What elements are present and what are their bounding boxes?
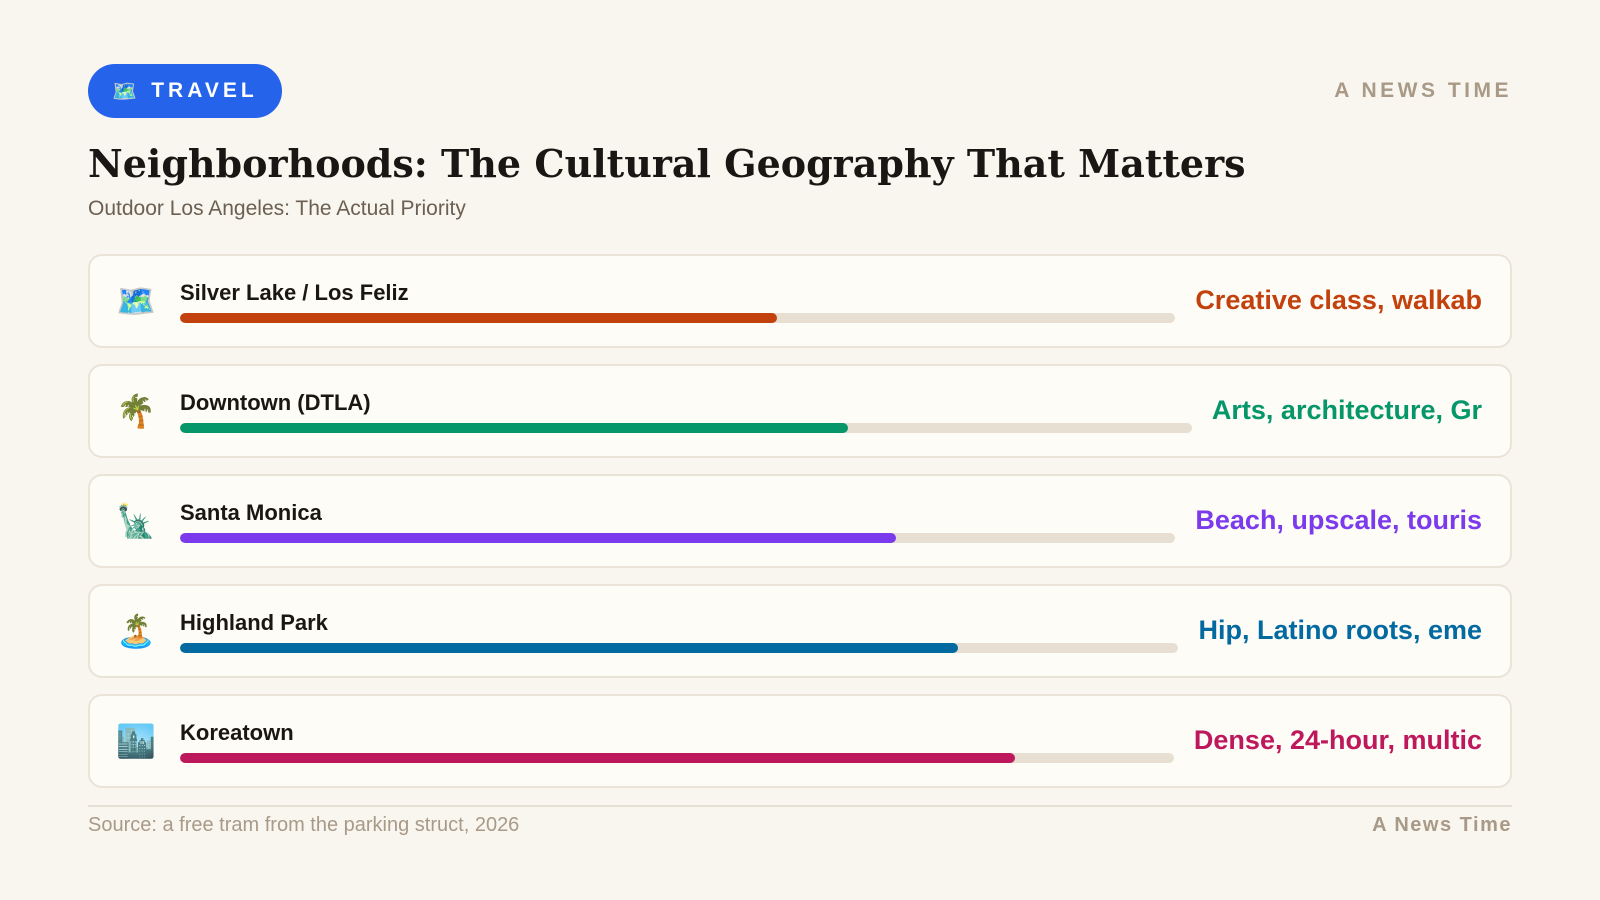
category-label: Downtown (DTLA) <box>180 390 371 415</box>
bar-description: Beach, upscale, touris <box>1195 505 1482 535</box>
category-label: Koreatown <box>180 720 294 745</box>
cityscape-icon: 🏙️ <box>116 722 156 760</box>
bar-fill <box>180 533 897 543</box>
statue-of-liberty-icon: 🗽 <box>116 502 156 540</box>
chart-row: 🌴 Downtown (DTLA) Arts, architecture, Gr <box>88 364 1512 458</box>
island-icon: 🏝️ <box>116 612 156 650</box>
chart-row: 🗺️ Silver Lake / Los Feliz Creative class,… <box>88 254 1512 348</box>
page-subtitle: Outdoor Los Angeles: The Actual Priority <box>88 197 466 220</box>
source-note: Source: a free tram from the parking str… <box>88 814 520 836</box>
chart-row: 🗽 Santa Monica Beach, upscale, touris <box>88 474 1512 568</box>
bar-fill <box>180 643 959 653</box>
bar-track <box>180 423 1192 433</box>
bar-description: Arts, architecture, Gr <box>1211 395 1482 425</box>
footer-brand: A News Time <box>1372 814 1512 836</box>
bar-description: Creative class, walkab <box>1195 285 1482 315</box>
page-title: Neighborhoods: The Cultural Geography Th… <box>88 141 1246 186</box>
bar-description: Dense, 24-hour, multic <box>1193 725 1482 755</box>
bar-track <box>180 753 1174 763</box>
bar-fill <box>180 753 1015 763</box>
footer-divider <box>88 805 1512 807</box>
bar-track <box>180 533 1175 543</box>
bar-fill <box>180 423 848 433</box>
chart-row: 🏝️ Highland Park Hip, Latino roots, eme <box>88 584 1512 678</box>
bar-chart: 🗺️ Silver Lake / Los Feliz Creative class,… <box>88 254 1512 804</box>
bar-track <box>180 313 1175 323</box>
category-label: Highland Park <box>180 610 328 635</box>
brand-name: A NEWS TIME <box>1334 79 1512 102</box>
map-icon: 🗺️ <box>116 282 156 320</box>
badge-label: TRAVEL <box>151 79 258 102</box>
category-label: Silver Lake / Los Feliz <box>180 280 409 305</box>
travel-badge[interactable]: 🗺️ TRAVEL <box>88 64 282 118</box>
palm-tree-icon: 🌴 <box>116 392 156 430</box>
bar-fill <box>180 313 777 323</box>
bar-description: Hip, Latino roots, eme <box>1198 615 1482 645</box>
chart-row: 🏙️ Koreatown Dense, 24-hour, multic <box>88 694 1512 788</box>
category-label: Santa Monica <box>180 500 322 525</box>
map-icon: 🗺️ <box>112 79 138 103</box>
bar-track <box>180 643 1178 653</box>
